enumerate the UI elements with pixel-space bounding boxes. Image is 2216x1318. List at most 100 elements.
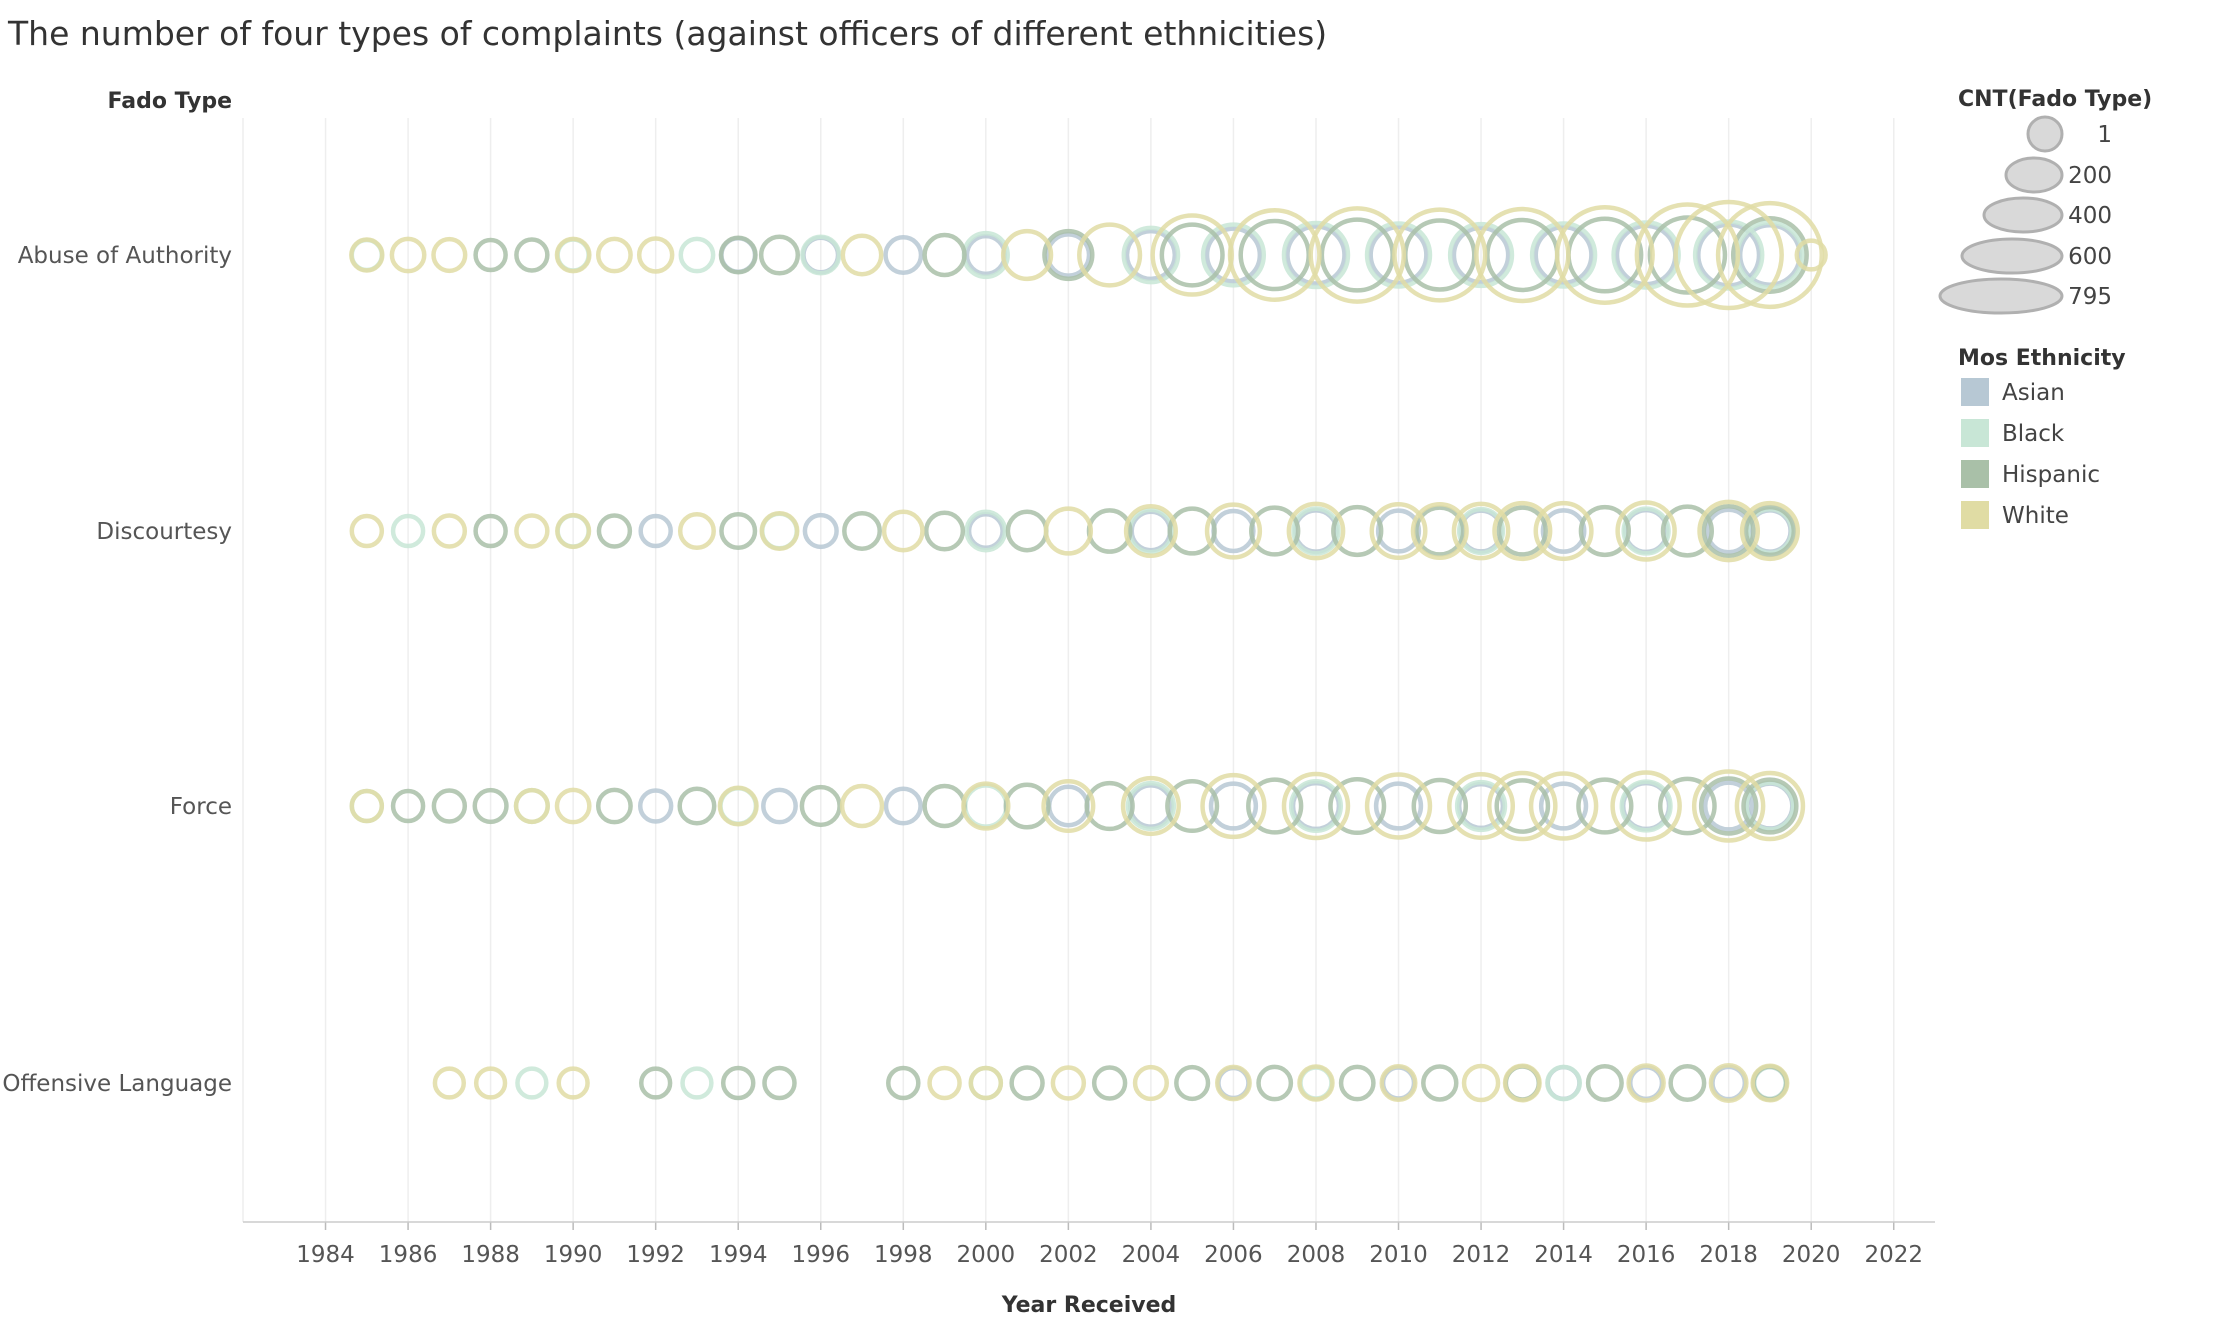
bubble-hispanic	[1246, 777, 1304, 835]
bubble-asian	[1451, 225, 1511, 285]
x-tick-label: 1996	[791, 1242, 850, 1268]
bubble-white	[1708, 1063, 1749, 1103]
bubble-white	[1492, 500, 1553, 562]
bubble-hispanic	[1496, 505, 1548, 557]
bubble-white	[1308, 206, 1407, 304]
bubble-hispanic	[1091, 1065, 1128, 1101]
bubble-hispanic	[758, 234, 801, 276]
bubble-white	[473, 1066, 508, 1100]
bubble-white	[349, 237, 385, 273]
bubble-white	[881, 509, 925, 553]
bubble-asian	[1124, 228, 1178, 282]
bubble-white	[1077, 222, 1143, 288]
bubble-hispanic	[1005, 509, 1049, 553]
bubble-black	[1125, 780, 1177, 832]
bubble-white	[432, 1066, 467, 1100]
bubble-white	[1364, 772, 1433, 840]
bubble-hispanic	[1576, 777, 1634, 835]
bubble-asian	[1208, 781, 1259, 831]
bubble-white	[1281, 771, 1351, 841]
color-legend-swatch	[1961, 419, 1989, 447]
bubble-white	[961, 781, 1011, 831]
bubble-hispanic	[390, 788, 426, 824]
size-legend-swatch	[1938, 277, 2064, 315]
bubble-asian	[883, 786, 923, 826]
size-legend-swatch	[2026, 115, 2064, 153]
bubble-asian	[1204, 226, 1263, 284]
size-legend-label: 1	[2097, 122, 2112, 148]
x-tick-label: 2010	[1369, 1242, 1428, 1268]
row-header: Fado Type	[107, 89, 232, 114]
row-label: Force	[170, 794, 232, 820]
bubble-white	[554, 236, 592, 274]
bubble-hispanic	[1578, 504, 1632, 558]
bubble-white	[1502, 1063, 1542, 1103]
bubble-black	[1447, 221, 1515, 289]
bubble-white	[1734, 770, 1806, 842]
bubble-white	[1691, 769, 1766, 843]
bubble-white	[349, 788, 385, 824]
bubble-white	[1461, 1063, 1501, 1103]
size-legend-swatch	[1960, 237, 2064, 275]
bubble-white	[717, 785, 759, 827]
bubble-hispanic	[1238, 218, 1311, 292]
bubble-white	[1297, 1064, 1335, 1102]
x-tick-label: 2022	[1864, 1242, 1923, 1268]
bubble-hispanic	[719, 511, 758, 551]
bubble-hispanic	[922, 232, 967, 278]
x-tick-label: 2012	[1452, 1242, 1511, 1268]
x-tick-label: 1988	[461, 1242, 520, 1268]
bubble-hispanic	[639, 1066, 673, 1100]
bubble-asian	[761, 787, 798, 825]
x-tick-label: 2014	[1534, 1242, 1593, 1268]
x-axis-title: Year Received	[1001, 1293, 1177, 1318]
bubble-black	[800, 234, 842, 276]
bubble-asian	[1285, 224, 1347, 286]
bubble-white	[1528, 771, 1599, 841]
bubble-hispanic	[1741, 777, 1799, 835]
size-legend-label: 400	[2068, 203, 2112, 229]
bubble-black	[1121, 225, 1181, 285]
bubble-white	[1150, 213, 1234, 297]
size-legend-swatch	[1982, 196, 2064, 234]
bubble-white	[514, 513, 550, 549]
bubble-white	[1673, 199, 1784, 311]
x-tick-label: 2018	[1699, 1242, 1758, 1268]
legend: CNT(Fado Type) 1 200 400 600 795 Mos Ethnicity…	[1938, 87, 2152, 529]
chart-title: The number of four types of complaints (…	[8, 14, 1328, 53]
bubble-hispanic	[514, 237, 550, 273]
bubble-hispanic	[1167, 506, 1217, 556]
bubble-white	[1120, 775, 1181, 837]
bubble-white	[595, 236, 633, 274]
bubble-white	[1794, 238, 1828, 272]
bubble-hispanic	[1647, 215, 1728, 295]
bubble-black	[680, 1066, 714, 1100]
bubble-asian	[1368, 224, 1429, 286]
bubble-hispanic	[1003, 782, 1051, 830]
bubble-hispanic	[1249, 505, 1301, 557]
bubble-white	[1615, 500, 1677, 562]
bubble-hispanic	[923, 510, 966, 552]
bubble-hispanic	[1660, 504, 1714, 558]
bubble-black	[1288, 778, 1344, 834]
x-tick-label: 1984	[296, 1242, 355, 1268]
color-legend-label: Black	[2002, 421, 2065, 447]
bubble-black	[1529, 221, 1598, 289]
bubble-white	[927, 1065, 962, 1101]
bubble-white	[1451, 501, 1511, 561]
bubble-hispanic	[1411, 777, 1469, 835]
bubble-black	[1200, 222, 1267, 288]
bubble-asian	[1737, 223, 1802, 287]
bubble-hispanic	[1698, 776, 1759, 836]
bubble-hispanic	[762, 1065, 797, 1101]
bubble-hispanic	[1485, 217, 1560, 293]
bubble-black	[1454, 779, 1508, 833]
bubble-white	[1487, 770, 1558, 842]
x-tick-label: 2000	[957, 1242, 1016, 1268]
bubble-asian	[637, 788, 674, 824]
size-legend-label: 600	[2068, 244, 2112, 270]
bubble-asian	[1538, 781, 1589, 831]
bubble-asian	[802, 512, 839, 550]
bubble-white	[554, 787, 592, 825]
